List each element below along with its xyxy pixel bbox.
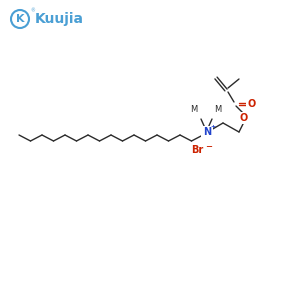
Text: −: − — [205, 142, 212, 152]
Text: Br: Br — [191, 145, 203, 155]
Text: K: K — [16, 14, 24, 24]
Text: O: O — [248, 99, 256, 109]
Text: +: + — [211, 124, 216, 129]
Text: O: O — [240, 113, 248, 123]
Text: M: M — [190, 105, 197, 114]
Text: Kuujia: Kuujia — [35, 12, 84, 26]
Text: ®: ® — [31, 8, 35, 13]
Text: N: N — [203, 127, 211, 137]
Text: M: M — [214, 105, 221, 114]
